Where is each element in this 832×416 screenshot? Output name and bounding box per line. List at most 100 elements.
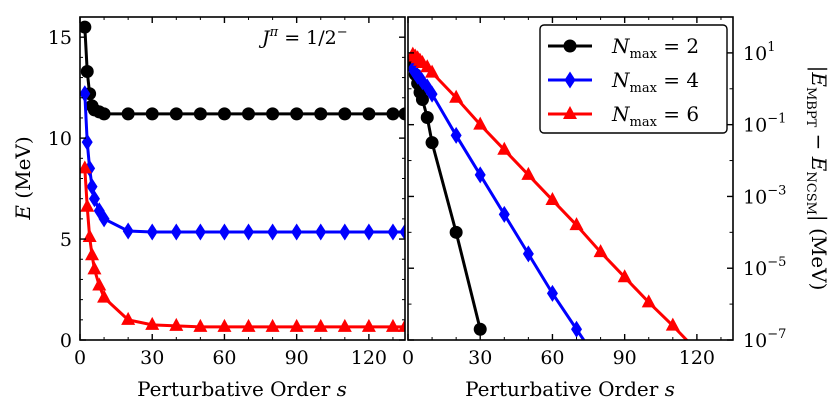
left-ytick-label-0: 0 <box>60 330 72 352</box>
left-series-2-point-10 <box>193 318 208 332</box>
legend-label-2: Nmax = 6 <box>611 102 699 130</box>
right-ticks-group: 0 30 60 90 120 101 10−1 10−3 10−5 10−7 <box>402 16 786 369</box>
right-series-0-point-8 <box>473 322 487 336</box>
left-series-0-point-1 <box>80 65 94 79</box>
left-series-0-point-9 <box>169 107 183 121</box>
left-xtick-label-1: 30 <box>140 347 164 369</box>
right-series-1-point-8 <box>474 166 486 184</box>
left-series-2-point-17 <box>361 318 376 332</box>
left-panel: 0 30 60 90 120 0 5 10 15 Jπ = 1/2− Perturbative … <box>11 16 406 401</box>
left-xtick-label-4: 120 <box>351 347 387 369</box>
right-series-group <box>408 46 689 374</box>
left-series-2-point-2 <box>82 229 97 243</box>
left-series-2-point-6 <box>97 289 112 303</box>
left-plot-frame <box>79 16 406 341</box>
left-series-0-point-7 <box>121 107 135 121</box>
left-series-1-point-1 <box>81 133 93 151</box>
right-ytick-label-1: 10−1 <box>743 112 786 137</box>
right-panel: 0 30 60 90 120 101 10−1 10−3 10−5 10−7 Perturbati… <box>402 16 831 401</box>
left-series-0-point-6 <box>97 107 111 121</box>
left-series-1-point-8 <box>146 223 158 241</box>
left-series-1-point-11 <box>218 223 230 241</box>
left-series-2-point-8 <box>145 316 160 330</box>
left-ytick-label-1: 5 <box>60 229 72 251</box>
right-ytick-label-2: 10−3 <box>743 183 786 208</box>
legend-label-0: Nmax = 2 <box>611 34 699 62</box>
left-series-1-point-12 <box>243 223 255 241</box>
left-series-0-point-10 <box>193 107 207 121</box>
right-series-2-point-7 <box>449 89 464 103</box>
right-series-0-point-7 <box>449 225 463 239</box>
left-y-axis-label: E (MeV) <box>11 136 35 220</box>
left-series-2-point-7 <box>121 311 136 325</box>
left-series-0-point-15 <box>314 107 328 121</box>
right-series-0-point-4 <box>415 93 429 107</box>
annotation-j-pi: Jπ = 1/2− <box>258 25 348 49</box>
left-series-2-point-16 <box>337 318 352 332</box>
right-series-2-point-8 <box>473 116 488 130</box>
left-series-2-point-15 <box>313 318 328 332</box>
left-xtick-label-3: 90 <box>285 347 309 369</box>
right-series-1-point-13 <box>595 357 606 374</box>
right-series-1-point-7 <box>450 126 462 144</box>
right-series-1-point-11 <box>546 284 558 302</box>
left-series-2-point-3 <box>85 247 100 261</box>
legend-marker-1 <box>564 71 576 89</box>
right-series-1-point-6 <box>426 85 438 103</box>
left-series-1-point-13 <box>267 223 279 241</box>
right-x-axis-label: Perturbative Order s <box>465 377 675 401</box>
right-series-1-point-12 <box>571 320 583 338</box>
right-series-2-point-10 <box>521 166 536 180</box>
left-series-1-point-16 <box>339 223 351 241</box>
right-series-2-point-16 <box>665 317 680 331</box>
right-series-2-point-6 <box>425 64 440 78</box>
right-series-1-point-9 <box>498 205 510 223</box>
right-series-0-point-6 <box>425 136 439 150</box>
left-series-2-point-0 <box>80 160 92 174</box>
left-series-0-point-19 <box>398 107 405 121</box>
left-series-1-point-9 <box>170 223 182 241</box>
right-series-1-point-10 <box>522 245 534 263</box>
legend-marker-0 <box>563 39 577 53</box>
right-plot-frame <box>407 16 734 341</box>
left-series-2-point-19 <box>398 318 405 332</box>
right-xtick-label-2: 60 <box>540 347 564 369</box>
legend-box <box>539 24 728 134</box>
left-series-0-point-17 <box>362 107 376 121</box>
left-series-1-point-14 <box>291 223 303 241</box>
left-series-2-point-14 <box>289 318 304 332</box>
right-series-2-point-9 <box>497 141 512 155</box>
left-series-0-point-16 <box>338 107 352 121</box>
left-xtick-label-2: 60 <box>212 347 236 369</box>
legend: Nmax = 2 Nmax = 4 Nmax = 6 <box>539 24 728 134</box>
right-y-axis-label: |EMBPT − ENCSM| (MeV) <box>803 66 831 291</box>
right-series-2-point-11 <box>545 192 560 206</box>
left-series-1-point-10 <box>194 223 206 241</box>
left-series-0-point-11 <box>217 107 231 121</box>
left-series-0-point-18 <box>386 107 400 121</box>
right-xtick-label-0: 0 <box>402 347 414 369</box>
left-series-line-0 <box>83 27 405 116</box>
right-ytick-label-3: 10−5 <box>743 255 786 280</box>
right-series-2-point-12 <box>569 217 584 231</box>
left-series-0-point-13 <box>266 107 280 121</box>
right-series-2-point-13 <box>593 244 608 258</box>
left-series-0-point-14 <box>290 107 304 121</box>
left-series-line-2 <box>83 168 405 329</box>
left-series-0-point-12 <box>242 107 256 121</box>
legend-label-1: Nmax = 4 <box>611 68 699 96</box>
left-xtick-label-0: 0 <box>74 347 86 369</box>
left-series-2-point-11 <box>217 318 232 332</box>
left-series-2-point-18 <box>385 318 400 332</box>
left-series-2-point-12 <box>241 318 256 332</box>
left-series-2-point-13 <box>265 318 280 332</box>
left-series-1-point-18 <box>387 223 399 241</box>
left-series-1-point-17 <box>363 223 375 241</box>
left-series-1-point-6 <box>98 210 110 228</box>
left-ytick-label-3: 15 <box>48 27 72 49</box>
right-series-0-point-5 <box>420 110 434 124</box>
left-series-group <box>80 20 405 332</box>
left-x-axis-label: Perturbative Order s <box>137 377 347 401</box>
left-series-1-point-4 <box>88 190 100 208</box>
